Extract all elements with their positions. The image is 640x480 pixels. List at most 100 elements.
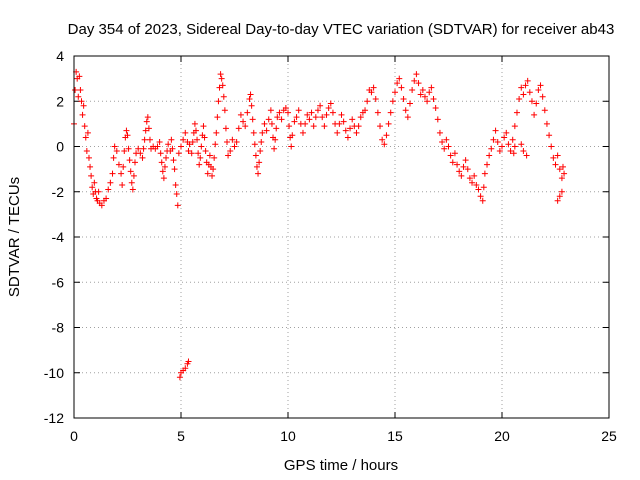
data-point [454, 161, 461, 168]
data-point [329, 109, 336, 116]
data-point [129, 186, 136, 193]
data-point [310, 123, 317, 130]
data-point [200, 123, 207, 130]
data-point [131, 159, 138, 166]
data-point [103, 195, 110, 202]
data-point [79, 111, 86, 118]
data-point [111, 143, 118, 150]
y-tick-label: 4 [56, 48, 64, 64]
data-point [509, 136, 516, 143]
data-point [293, 114, 300, 121]
data-point [140, 145, 147, 152]
data-point [120, 163, 127, 170]
data-point [475, 186, 482, 193]
data-points [71, 68, 568, 381]
x-tick-label: 10 [280, 428, 296, 444]
data-point [235, 125, 242, 132]
data-point [261, 120, 268, 127]
data-point [531, 111, 538, 118]
data-point [125, 145, 132, 152]
data-point [443, 136, 450, 143]
data-point [118, 170, 125, 177]
x-tick-label: 25 [601, 428, 617, 444]
data-point [128, 179, 135, 186]
data-point [255, 170, 262, 177]
data-point [72, 86, 79, 93]
data-point [355, 123, 362, 130]
data-point [535, 86, 542, 93]
data-point [135, 145, 142, 152]
data-point [464, 166, 471, 173]
data-point [143, 118, 150, 125]
data-point [550, 154, 557, 161]
data-point [421, 93, 428, 100]
data-point [340, 118, 347, 125]
data-point [178, 143, 184, 150]
data-point [541, 107, 548, 114]
data-point [379, 136, 386, 143]
data-point [492, 127, 499, 134]
data-point [436, 129, 443, 136]
data-point [347, 125, 354, 132]
data-point [499, 143, 505, 150]
data-point [252, 152, 259, 159]
data-point [523, 152, 530, 159]
data-point [182, 129, 189, 136]
data-point [417, 91, 424, 98]
data-point [197, 154, 204, 161]
data-point [253, 163, 260, 170]
data-point [507, 148, 514, 155]
data-point [389, 98, 396, 105]
data-point [194, 136, 201, 143]
data-point [127, 168, 134, 175]
data-point [314, 107, 321, 114]
data-point [83, 148, 90, 155]
data-point [321, 123, 328, 130]
data-point [209, 172, 216, 179]
data-point [75, 93, 82, 100]
data-point [486, 152, 493, 159]
data-point [548, 143, 555, 150]
data-point [533, 100, 540, 107]
data-point [336, 120, 343, 127]
data-point [406, 100, 413, 107]
data-point [210, 166, 217, 173]
data-point [404, 114, 411, 121]
data-point [227, 148, 234, 155]
data-point [82, 134, 89, 141]
data-point [89, 184, 96, 191]
data-point [286, 123, 293, 130]
data-point [80, 102, 87, 109]
data-point [392, 89, 398, 96]
data-point [163, 154, 170, 161]
y-tick-label: 2 [56, 93, 64, 109]
data-point [218, 75, 225, 82]
y-axis-label: SDTVAR / TECUs [6, 177, 23, 297]
data-point [394, 80, 401, 87]
data-point [213, 129, 220, 136]
data-point [434, 116, 441, 123]
data-point [383, 132, 390, 139]
data-point [185, 358, 192, 365]
data-point [554, 197, 561, 204]
data-point [214, 114, 221, 121]
data-point [107, 179, 114, 186]
data-point [439, 138, 446, 145]
x-axis-label: GPS time / hours [284, 457, 398, 474]
data-point [308, 109, 315, 116]
data-point [291, 118, 298, 125]
data-point [415, 80, 422, 87]
data-point [276, 109, 283, 116]
data-point [522, 82, 529, 89]
data-point [288, 143, 295, 150]
data-point [142, 127, 149, 134]
data-point [357, 114, 364, 121]
data-point [466, 175, 473, 182]
data-point [268, 120, 275, 127]
data-point [524, 77, 531, 84]
data-point [561, 170, 568, 177]
data-point [374, 109, 381, 116]
data-point [248, 102, 255, 109]
data-point [381, 141, 388, 148]
